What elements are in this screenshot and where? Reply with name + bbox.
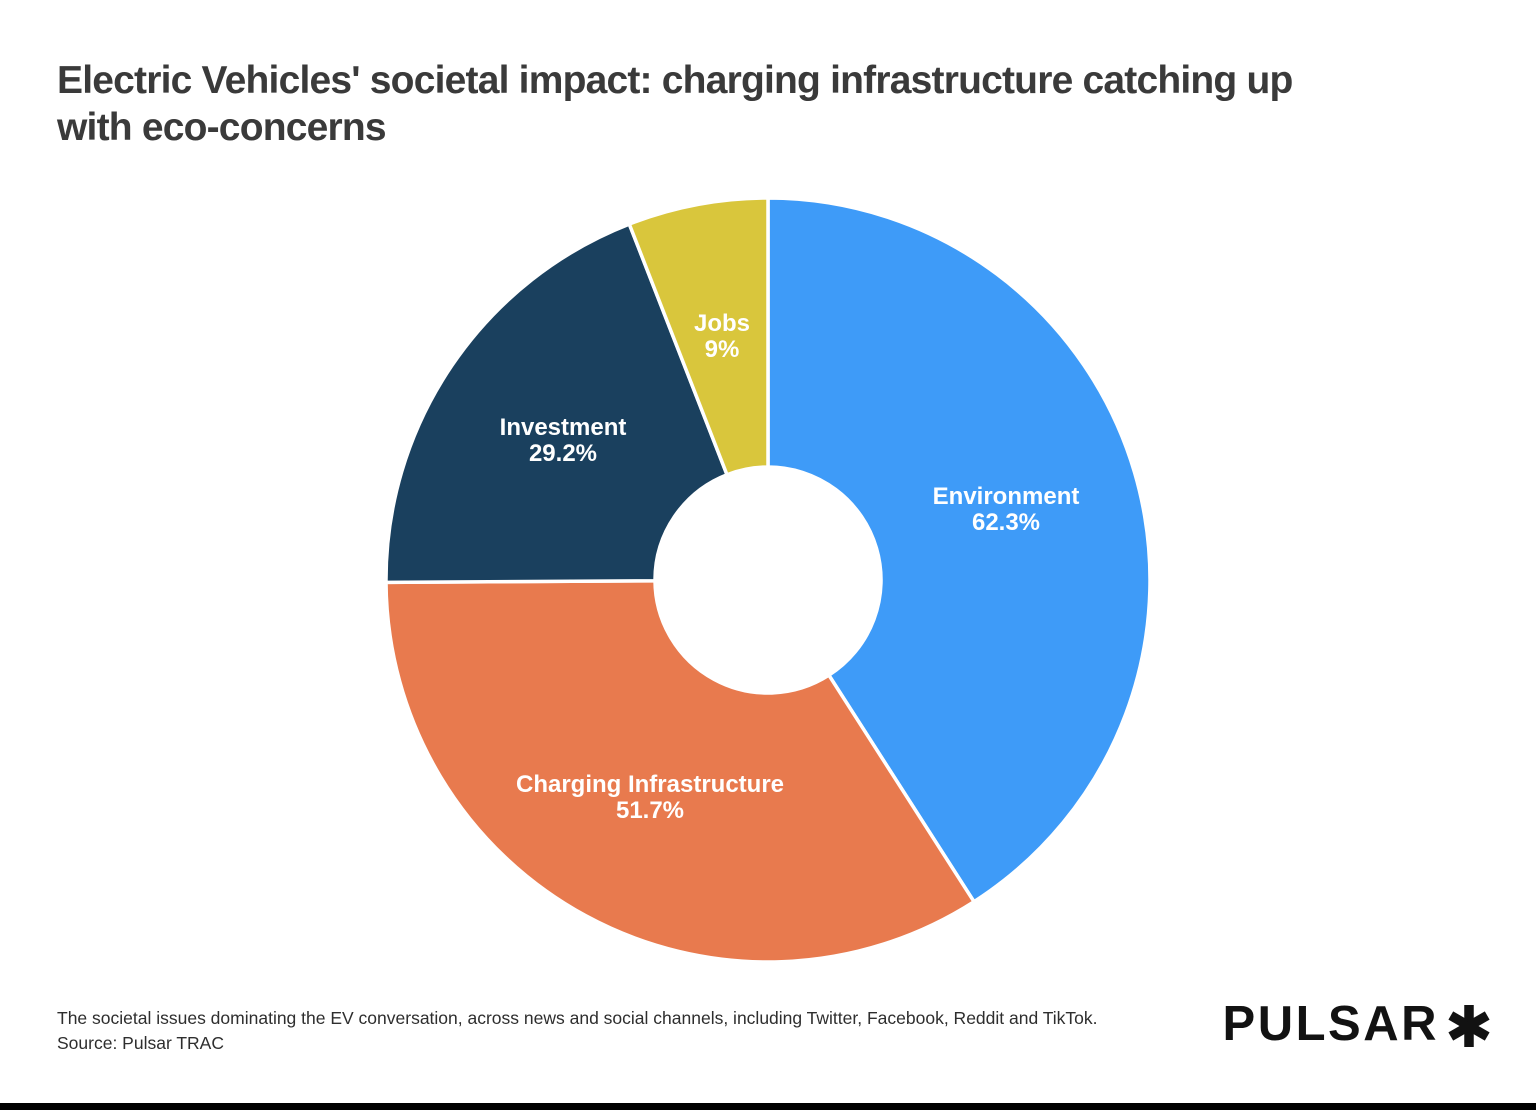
source-text: Source: Pulsar TRAC	[57, 1032, 224, 1053]
caption-text: The societal issues dominating the EV co…	[57, 1008, 1098, 1028]
pie-slice-jobs	[627, 196, 770, 477]
chart-caption: The societal issues dominating the EV co…	[57, 1006, 1098, 1055]
asterisk-icon	[1446, 1001, 1492, 1049]
pie-slice-charging-infrastructure	[384, 578, 976, 964]
pie-slice-environment	[766, 196, 1152, 904]
pie-slice-investment	[384, 222, 729, 585]
chart-title: Electric Vehicles' societal impact: char…	[57, 57, 1517, 151]
chart-title-line-1: Electric Vehicles' societal impact: char…	[57, 59, 1293, 102]
chart-title-line-2: with eco-concerns	[57, 106, 387, 149]
pulsar-logo-text: PULSAR	[1222, 997, 1439, 1051]
bottom-border-bar	[0, 1103, 1536, 1110]
pulsar-logo: PULSAR	[1223, 1000, 1492, 1049]
